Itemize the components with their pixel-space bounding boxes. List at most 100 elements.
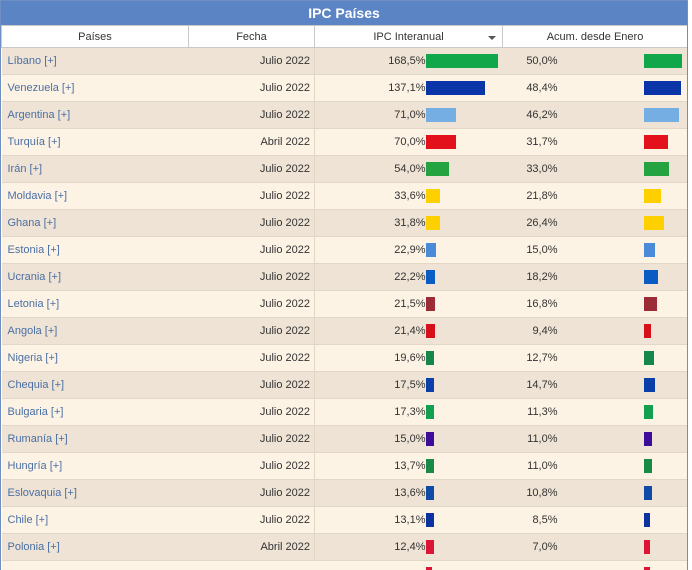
ipc-bar (425, 297, 435, 311)
country-cell: Líbano [+] (1, 47, 189, 75)
country-cell: Letonia [+] (1, 290, 189, 318)
country-link[interactable]: Ucrania [+] (7, 271, 62, 283)
ipc-value-cell: 168,5% (314, 47, 426, 75)
table-header-row: Países Fecha IPC Interanual Acum. desde … (1, 25, 687, 48)
accum-value-cell: 11,0% (502, 425, 644, 453)
ipc-bar-cell (425, 452, 503, 480)
partial-cell (502, 560, 644, 570)
accum-bar-cell (643, 155, 687, 183)
country-link[interactable]: Estonia [+] (7, 244, 60, 256)
country-cell: Ucrania [+] (1, 263, 189, 291)
table-body: Líbano [+] Julio 2022 168,5% 50,0% Venezuela… (1, 47, 687, 570)
country-link[interactable]: Argentina [+] (7, 109, 71, 121)
accum-value-cell: 26,4% (502, 209, 644, 237)
country-link[interactable]: Polonia [+] (7, 541, 60, 553)
ipc-bar (425, 540, 434, 554)
ipc-value-cell: 31,8% (314, 209, 426, 237)
country-link[interactable]: Chequia [+] (7, 379, 65, 391)
date-cell: Julio 2022 (188, 317, 315, 345)
country-link[interactable]: Venezuela [+] (7, 82, 75, 94)
country-link[interactable]: Bulgaria [+] (7, 406, 64, 418)
country-link[interactable]: Turquía [+] (7, 136, 61, 148)
ipc-value-cell: 17,3% (314, 398, 426, 426)
ipc-value-cell: 54,0% (314, 155, 426, 183)
country-link[interactable]: Líbano [+] (7, 55, 57, 67)
country-cell: Chile [+] (1, 506, 189, 534)
country-cell: Irán [+] (1, 155, 189, 183)
date-cell: Julio 2022 (188, 74, 315, 102)
accum-bar (643, 405, 653, 419)
country-link[interactable]: Letonia [+] (7, 298, 60, 310)
ipc-bar-cell (425, 290, 503, 318)
accum-value-cell: 14,7% (502, 371, 644, 399)
country-link[interactable]: Nigeria [+] (7, 352, 58, 364)
country-cell: Eslovaquia [+] (1, 479, 189, 507)
date-cell: Julio 2022 (188, 101, 315, 129)
table-row: Bulgaria [+] Julio 2022 17,3% 11,3% (1, 398, 687, 426)
date-cell: Abril 2022 (188, 128, 315, 156)
ipc-bar-cell (425, 398, 503, 426)
country-link[interactable]: Angola [+] (7, 325, 58, 337)
country-link[interactable]: Irán [+] (7, 163, 43, 175)
accum-bar-cell (643, 371, 687, 399)
column-header-country[interactable]: Países (1, 25, 189, 48)
column-header-accum[interactable]: Acum. desde Enero (502, 25, 687, 48)
ipc-value-cell: 15,0% (314, 425, 426, 453)
ipc-bar-cell (425, 533, 503, 561)
ipc-bar (425, 162, 449, 176)
table-row: Líbano [+] Julio 2022 168,5% 50,0% (1, 47, 687, 75)
ipc-value-cell: 137,1% (314, 74, 426, 102)
date-cell: Julio 2022 (188, 290, 315, 318)
country-link[interactable]: Chile [+] (7, 514, 49, 526)
accum-value-cell: 10,8% (502, 479, 644, 507)
ipc-value-cell: 17,5% (314, 371, 426, 399)
table-row: Estonia [+] Julio 2022 22,9% 15,0% (1, 236, 687, 264)
accum-bar (643, 486, 652, 500)
table-row: Irán [+] Julio 2022 54,0% 33,0% (1, 155, 687, 183)
accum-bar-cell (643, 236, 687, 264)
country-link[interactable]: Rumanía [+] (7, 433, 68, 445)
column-header-ipc[interactable]: IPC Interanual (313, 25, 504, 48)
accum-bar-cell (643, 506, 687, 534)
accum-bar (643, 54, 682, 68)
country-link[interactable]: Ghana [+] (7, 217, 57, 229)
country-cell: Polonia [+] (1, 533, 189, 561)
accum-bar-cell (643, 398, 687, 426)
partial-cell (314, 560, 426, 570)
ipc-bar-cell (425, 182, 503, 210)
ipc-table: Países Fecha IPC Interanual Acum. desde … (1, 25, 687, 570)
accum-value-cell: 8,5% (502, 506, 644, 534)
column-header-date[interactable]: Fecha (188, 25, 315, 48)
accum-value-cell: 12,7% (502, 344, 644, 372)
country-link[interactable]: Hungría [+] (7, 460, 63, 472)
ipc-bar-cell (425, 74, 503, 102)
country-cell: Estonia [+] (1, 236, 189, 264)
ipc-bar-cell (425, 155, 503, 183)
date-cell: Julio 2022 (188, 263, 315, 291)
accum-bar (643, 108, 679, 122)
accum-bar (643, 351, 654, 365)
partial-cell (188, 560, 315, 570)
ipc-bar (425, 405, 434, 419)
ipc-bar (425, 108, 456, 122)
country-cell: Venezuela [+] (1, 74, 189, 102)
accum-value-cell: 18,2% (502, 263, 644, 291)
accum-bar (643, 378, 655, 392)
table-row: Venezuela [+] Julio 2022 137,1% 48,4% (1, 74, 687, 102)
ipc-bar-cell (425, 101, 503, 129)
country-link[interactable]: Moldavia [+] (7, 190, 68, 202)
ipc-bar-cell (425, 128, 503, 156)
date-cell: Julio 2022 (188, 398, 315, 426)
accum-value-cell: 31,7% (502, 128, 644, 156)
table-row: Rumanía [+] Julio 2022 15,0% 11,0% (1, 425, 687, 453)
accum-value-cell: 50,0% (502, 47, 644, 75)
date-cell: Julio 2022 (188, 425, 315, 453)
accum-bar (643, 324, 651, 338)
accum-value-cell: 11,3% (502, 398, 644, 426)
accum-value-cell: 15,0% (502, 236, 644, 264)
country-cell: Turquía [+] (1, 128, 189, 156)
date-cell: Julio 2022 (188, 479, 315, 507)
ipc-value-cell: 71,0% (314, 101, 426, 129)
accum-bar (643, 270, 658, 284)
country-link[interactable]: Eslovaquia [+] (7, 487, 77, 499)
